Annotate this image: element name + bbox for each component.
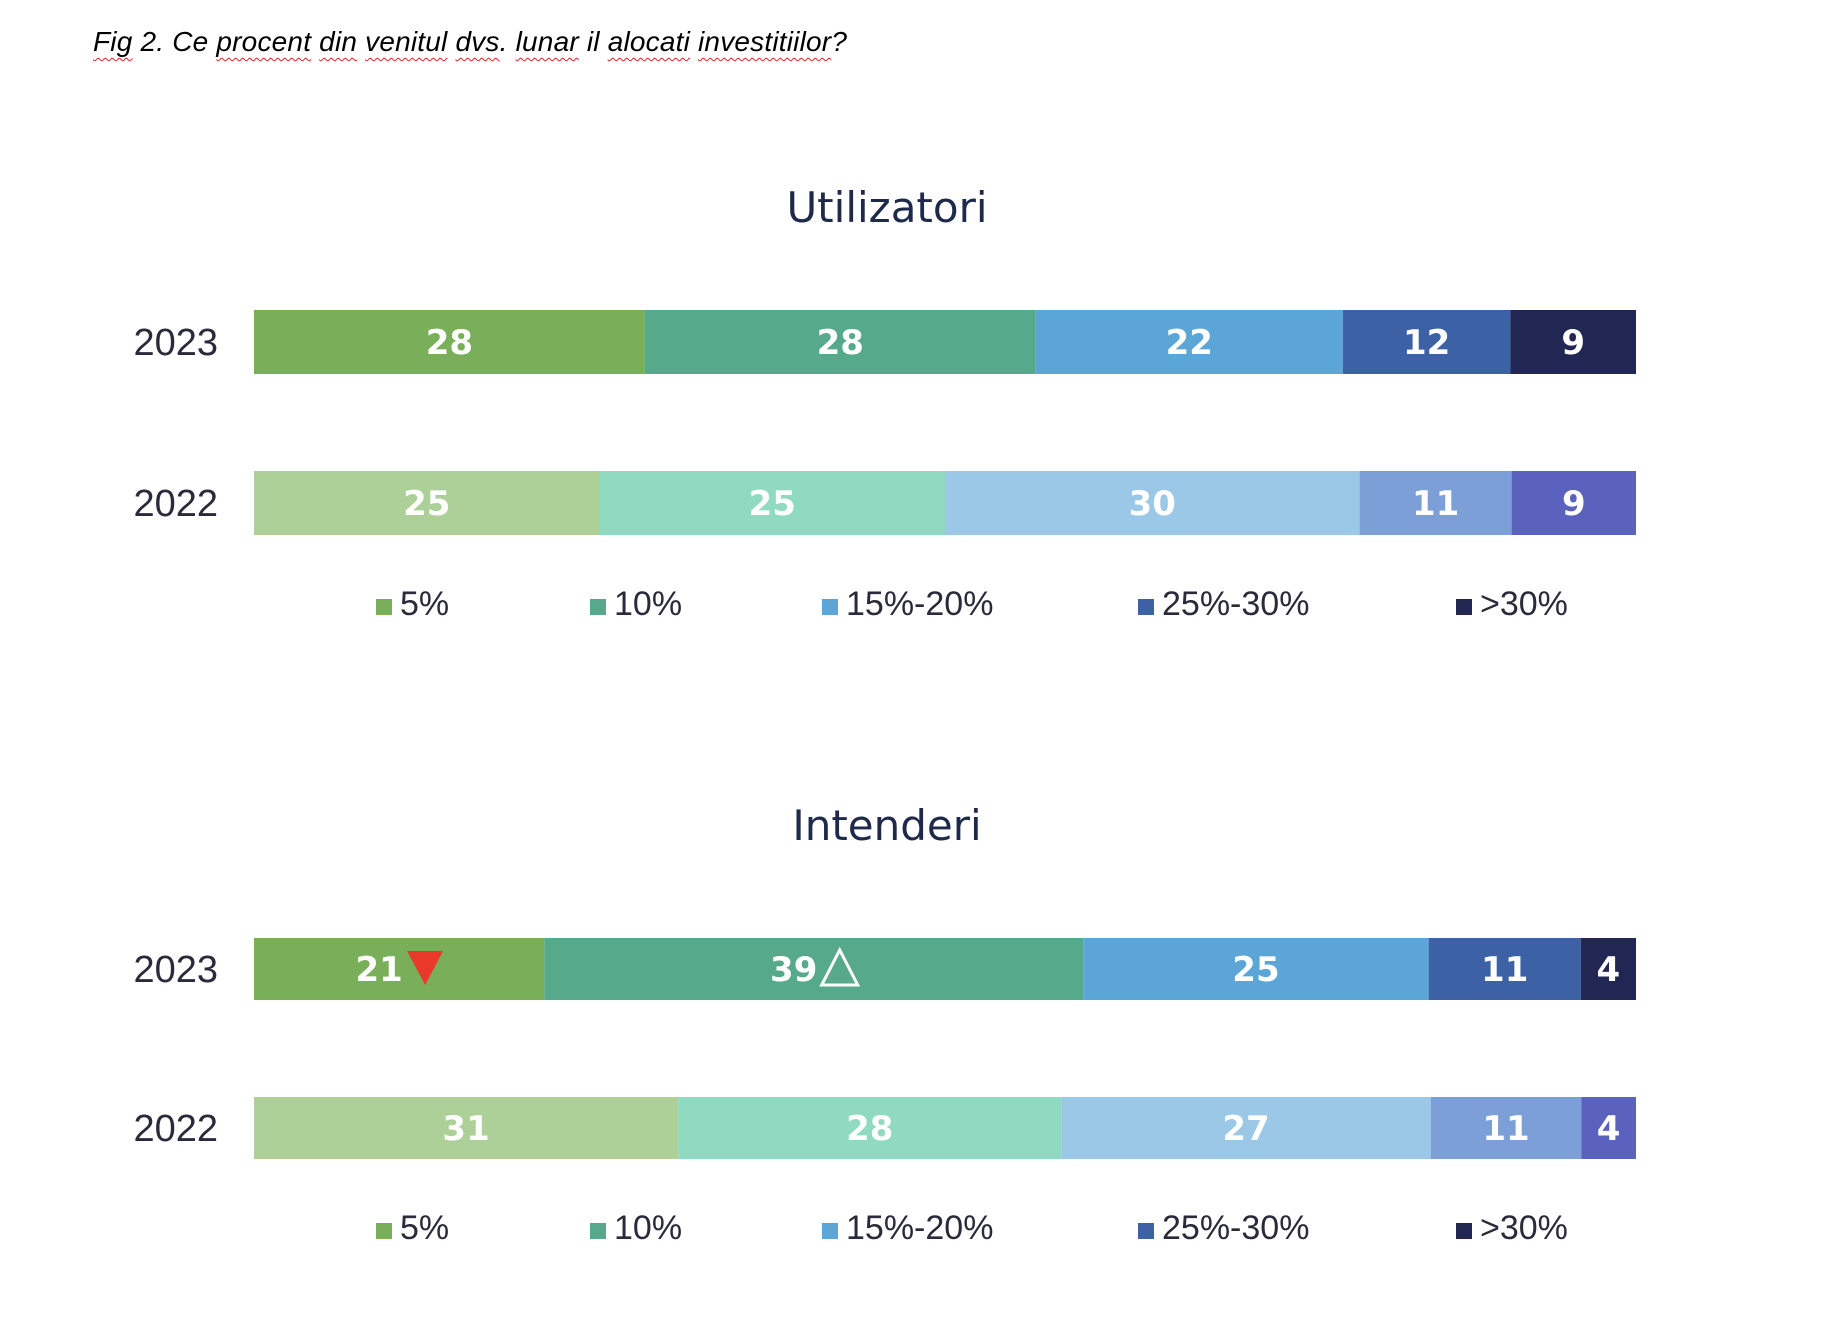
data-label: 11 <box>1412 484 1459 524</box>
bar-segment <box>1510 310 1636 374</box>
legend-label: 5% <box>400 585 449 623</box>
bar-segment <box>1580 938 1636 1000</box>
legend-label: 10% <box>614 1209 682 1247</box>
bar-segment <box>945 471 1360 535</box>
bar-segment <box>1342 310 1511 374</box>
legend-swatch <box>822 1223 838 1239</box>
bar-segment <box>644 310 1036 374</box>
bar-segment <box>1428 938 1581 1000</box>
data-label: 12 <box>1403 323 1450 363</box>
legend-swatch <box>590 1223 606 1239</box>
caption-part: . <box>499 26 516 57</box>
category-label: 2023 <box>133 322 218 364</box>
legend-label: 15%-20% <box>846 585 993 623</box>
data-label: 30 <box>1129 484 1176 524</box>
legend-swatch <box>376 1223 392 1239</box>
figure-caption: Fig 2. Ce procent din venitul dvs. lunar… <box>93 26 847 58</box>
bar-segment <box>254 310 645 374</box>
chart-title: Intenderi <box>792 801 981 850</box>
bar-segment <box>599 471 945 535</box>
data-label: 27 <box>1222 1109 1269 1149</box>
data-label: 31 <box>442 1109 489 1149</box>
data-label: 25 <box>403 484 450 524</box>
data-label: 9 <box>1562 484 1586 524</box>
legend-swatch <box>1138 1223 1154 1239</box>
legend-label: 15%-20% <box>846 1209 993 1247</box>
legend-label: 25%-30% <box>1162 585 1309 623</box>
bar-segment <box>1035 310 1343 374</box>
legend-label: 25%-30% <box>1162 1209 1309 1247</box>
bar-segment <box>254 1097 679 1159</box>
data-label: 9 <box>1561 323 1585 363</box>
caption-part: lunar <box>515 26 579 57</box>
data-label: 11 <box>1481 950 1528 990</box>
bar-segment <box>1083 938 1429 1000</box>
data-label: 21 <box>355 950 402 990</box>
caption-part: din <box>319 26 358 57</box>
legend-label: >30% <box>1480 585 1568 623</box>
chart-utilizatori: Utilizatori 2023 28 28 22 12 9 2022 25 25 30 11 9 5% 1… <box>133 183 1636 623</box>
data-label: 4 <box>1597 1109 1621 1149</box>
caption-part: procent <box>216 26 312 57</box>
bar-segment <box>254 471 600 535</box>
data-label: 39 <box>770 950 817 990</box>
category-label: 2022 <box>133 1108 218 1150</box>
bar-segment <box>1430 1097 1582 1159</box>
chart-title: Utilizatori <box>786 183 987 232</box>
data-label: 28 <box>426 323 473 363</box>
legend-swatch <box>1456 599 1472 615</box>
data-label: 25 <box>749 484 796 524</box>
legend-swatch <box>590 599 606 615</box>
bar-segment <box>1061 1097 1431 1159</box>
data-label: 11 <box>1482 1109 1529 1149</box>
caption-part: ? <box>831 26 848 57</box>
decrease-marker-icon <box>407 951 444 985</box>
caption-part: investitiilor <box>698 26 832 57</box>
caption-part: Fig <box>93 26 133 57</box>
category-label: 2022 <box>133 483 218 525</box>
caption-part: dvs <box>455 26 500 57</box>
data-label: 28 <box>846 1109 893 1149</box>
legend-swatch <box>376 599 392 615</box>
legend-label: 5% <box>400 1209 449 1247</box>
bar-segment <box>678 1097 1062 1159</box>
legend-swatch <box>1456 1223 1472 1239</box>
category-label: 2023 <box>133 949 218 991</box>
legend-label: >30% <box>1480 1209 1568 1247</box>
data-label: 22 <box>1166 323 1213 363</box>
bar-segment <box>1359 471 1512 535</box>
chart-intenderi: Intenderi 2023 21 39 25 11 4 2022 31 28 27 11 4 5% 10%… <box>133 801 1636 1247</box>
caption-part: alocati <box>607 26 691 57</box>
data-label: 25 <box>1232 950 1279 990</box>
legend-label: 10% <box>614 585 682 623</box>
caption-part: 2. Ce <box>132 26 217 57</box>
increase-marker-icon <box>819 946 861 987</box>
bar-segment <box>254 938 545 1000</box>
data-label: 4 <box>1597 950 1621 990</box>
bar-segment <box>544 938 1084 1000</box>
data-label: 28 <box>817 323 864 363</box>
legend-swatch <box>1138 599 1154 615</box>
caption-part: il <box>578 26 608 57</box>
bar-segment <box>1581 1097 1636 1159</box>
bar-segment <box>1511 471 1636 535</box>
legend-swatch <box>822 599 838 615</box>
caption-part: venitul <box>365 26 448 57</box>
